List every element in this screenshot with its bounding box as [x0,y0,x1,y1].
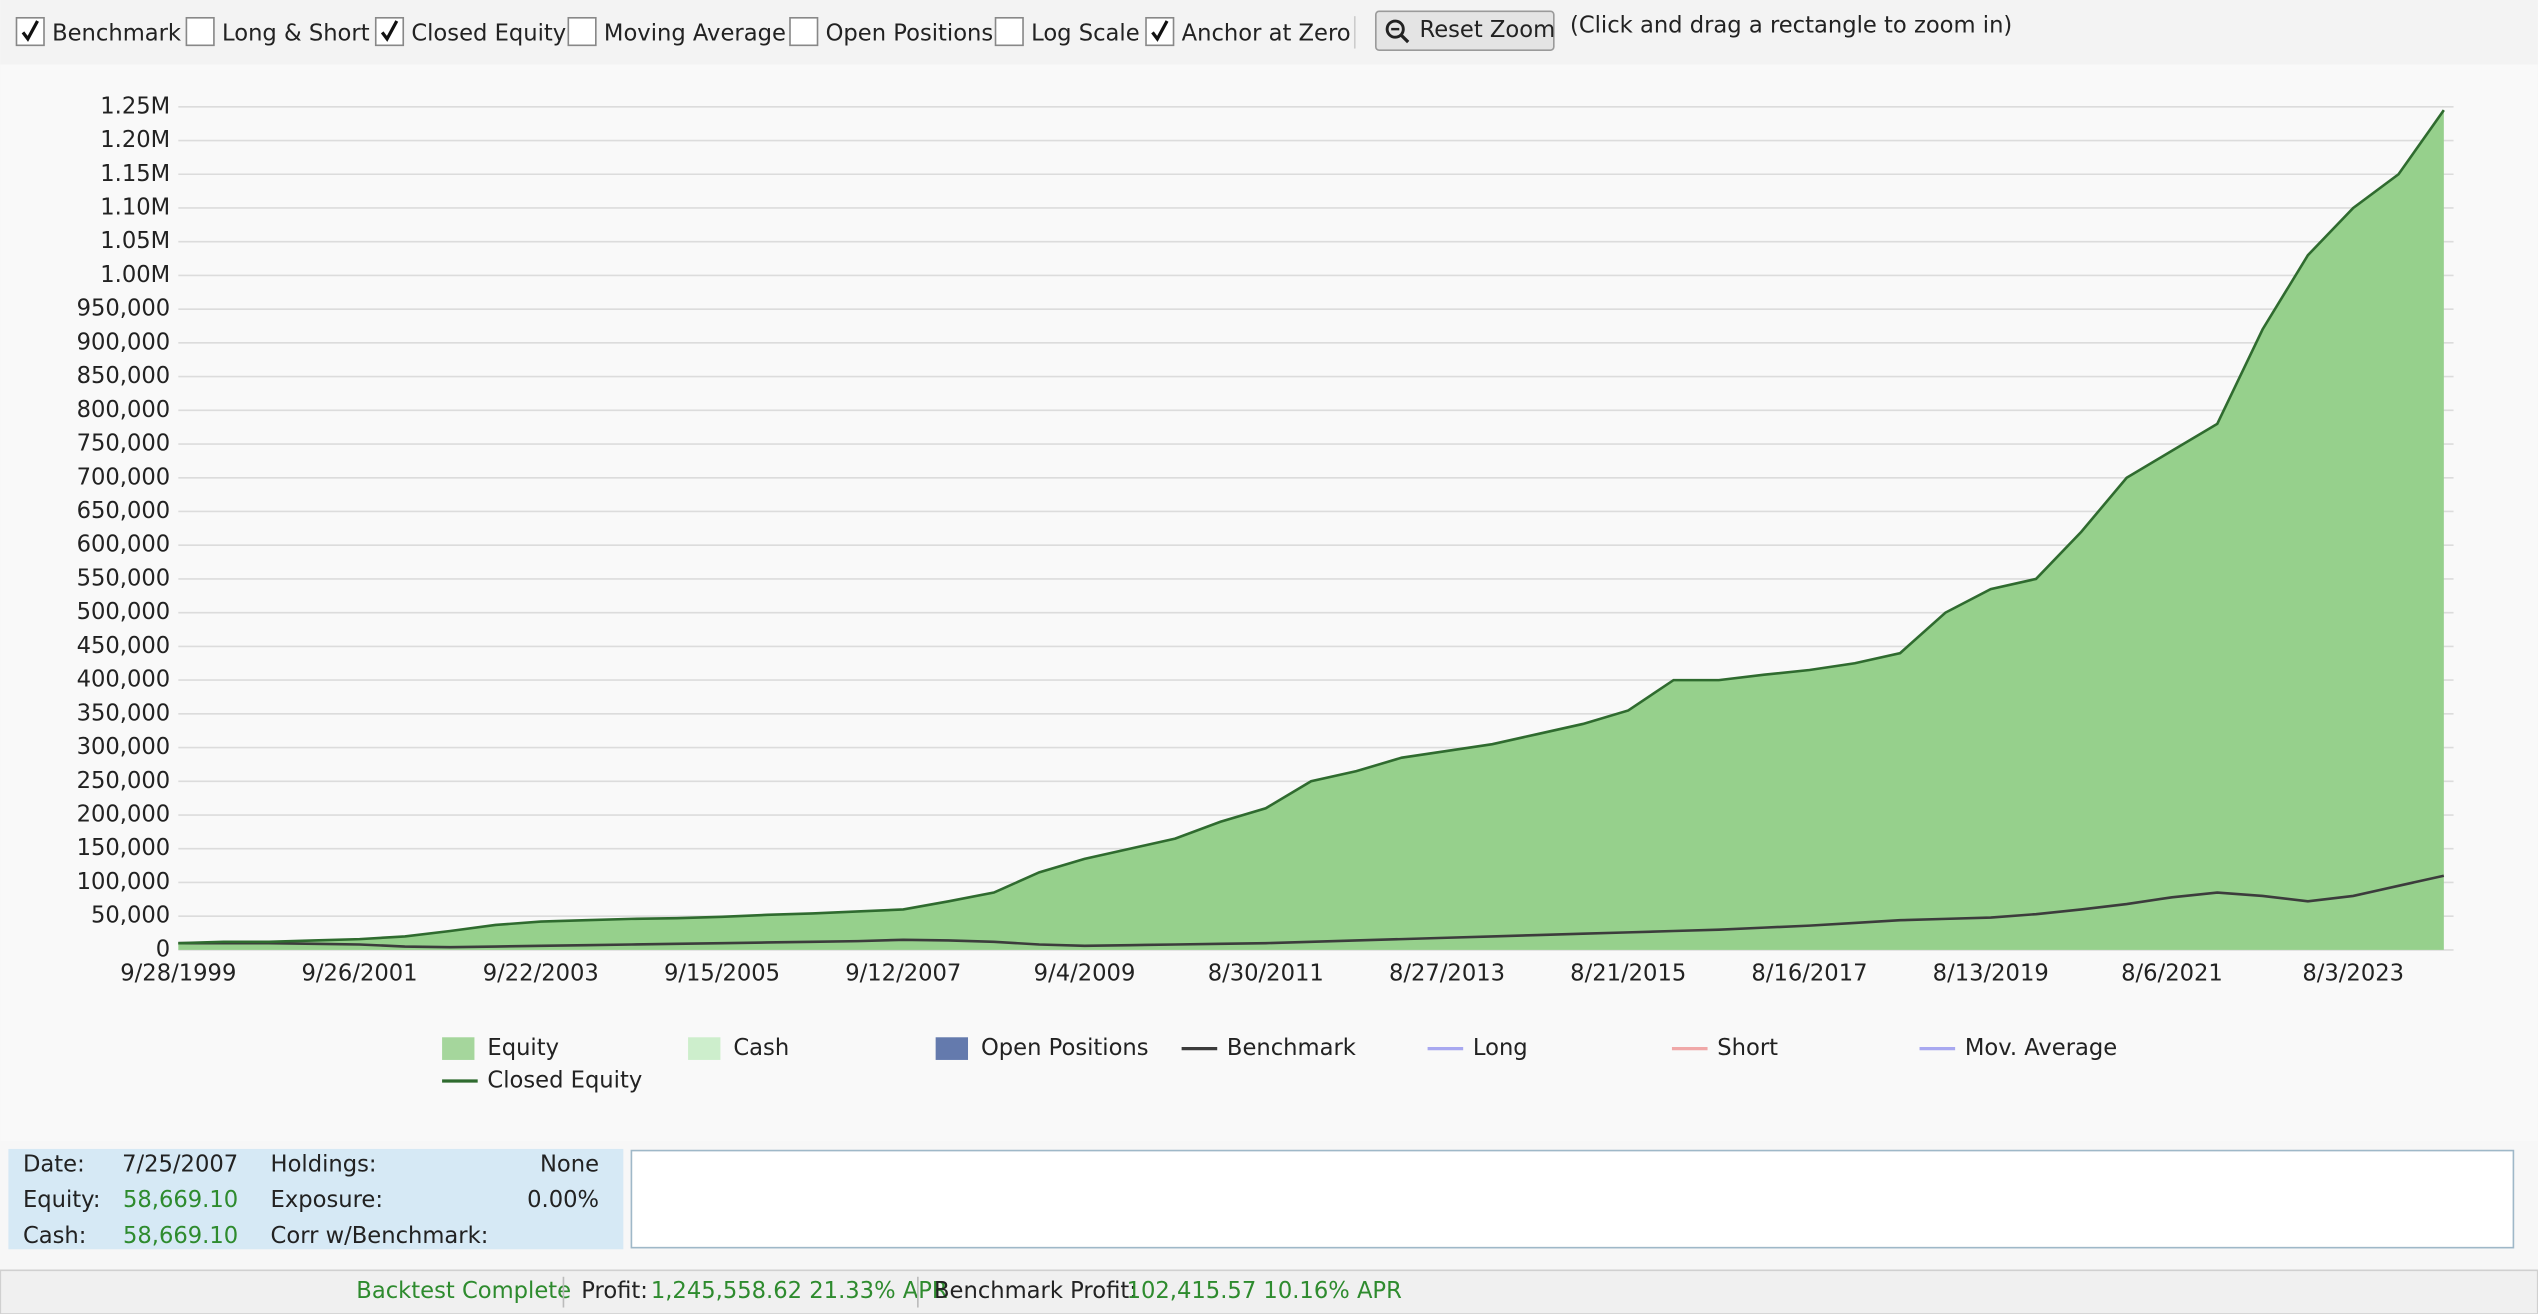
legend-label: Long [1473,1035,1528,1061]
y-tick-label: 100,000 [77,869,171,895]
legend-swatch [688,1037,721,1060]
zoom-icon [1385,19,1405,39]
series-line [178,109,2445,945]
legend-label: Short [1717,1035,1778,1061]
y-tick-label: 500,000 [77,599,171,625]
y-tick-label: 900,000 [77,329,171,355]
reset-zoom-label[interactable]: Reset Zoom [1419,17,1555,43]
checkbox-label[interactable]: Open Positions [826,20,994,46]
checkmark [380,20,399,42]
info-label: Holdings: [271,1152,377,1178]
legend-label: Closed Equity [487,1067,642,1093]
checkmark [21,20,39,42]
info-value: None [540,1152,599,1178]
info-label: Cash: [23,1223,86,1249]
x-tick-label: 8/6/2021 [2121,961,2223,987]
zoom-icon-handle [1400,34,1410,44]
x-tick-label: 9/26/2001 [302,961,418,987]
info-label: Corr w/Benchmark: [271,1223,489,1249]
y-tick-label: 1.00M [100,262,170,288]
profit-value: 1,245,558.62 21.33% APR [651,1278,948,1304]
benchmark-profit-value: 102,415.57 10.16% APR [1127,1278,1402,1304]
y-tick-label: 1.05M [100,228,170,254]
info-value: 0.00% [527,1187,599,1213]
x-tick-label: 8/3/2023 [2302,961,2404,987]
toolbar [0,0,2538,65]
reset-zoom-button[interactable] [1374,10,1555,51]
y-tick-label: 400,000 [77,667,171,693]
checkbox-label[interactable]: Closed Equity [411,20,566,46]
checkbox-label[interactable]: Anchor at Zero [1182,20,1351,46]
y-tick-label: 50,000 [91,903,170,929]
y-tick-label: 1.25M [100,93,170,119]
status-state: Backtest Complete [356,1278,571,1304]
checkbox-label[interactable]: Log Scale [1031,20,1140,46]
x-tick-label: 9/4/2009 [1034,961,1136,987]
checkbox-label[interactable]: Moving Average [604,20,786,46]
info-label: Equity: [23,1187,101,1213]
legend-label: Open Positions [981,1035,1149,1061]
checkbox-label[interactable]: Long & Short [222,20,370,46]
info-label: Date: [23,1152,85,1178]
x-tick-label: 8/13/2019 [1933,961,2049,987]
y-tick-label: 450,000 [77,633,171,659]
info-value: 58,669.10 [123,1223,238,1249]
y-tick-label: 150,000 [77,835,171,861]
x-tick-label: 9/22/2003 [483,961,599,987]
x-tick-label: 8/30/2011 [1208,961,1324,987]
y-tick-label: 650,000 [77,498,171,524]
y-tick-label: 950,000 [77,296,171,322]
info-label: Exposure: [271,1187,383,1213]
legend-swatch [935,1037,969,1060]
x-tick-label: 8/21/2015 [1570,961,1686,987]
y-tick-label: 350,000 [77,700,171,726]
x-tick-label: 9/28/1999 [120,961,236,987]
checkbox[interactable] [994,16,1024,47]
info-value: 58,669.10 [123,1187,238,1213]
info-panel [8,1148,624,1250]
y-tick-label: 800,000 [77,397,171,423]
x-tick-label: 9/15/2005 [664,961,780,987]
checkbox[interactable] [789,16,819,47]
y-tick-label: 1.10M [100,194,170,220]
series-line [178,874,2445,949]
info-value: 7/25/2007 [122,1152,238,1178]
checkmark [1151,20,1169,42]
y-tick-label: 600,000 [77,532,171,558]
x-tick-label: 8/16/2017 [1751,961,1867,987]
zoom-hint: (Click and drag a rectangle to zoom in) [1570,12,2012,38]
y-tick-label: 750,000 [77,431,171,457]
benchmark-profit-label: Benchmark Profit: [934,1278,1137,1304]
legend-label: Mov. Average [1965,1035,2117,1061]
legend-label: Cash [733,1035,789,1061]
equity-area [178,110,2444,950]
x-tick-label: 8/27/2013 [1389,961,1505,987]
y-tick-label: 1.15M [100,161,170,187]
y-tick-label: 300,000 [77,734,171,760]
y-tick-label: 250,000 [77,768,171,794]
detail-box [630,1149,2515,1249]
profit-label: Profit: [581,1278,648,1304]
x-tick-label: 9/12/2007 [845,961,961,987]
checkbox-label[interactable]: Benchmark [52,20,182,46]
status-bar [0,1269,2538,1314]
checkbox[interactable] [185,16,215,47]
legend-label: Equity [487,1035,559,1061]
y-tick-label: 700,000 [77,464,171,490]
y-tick-label: 550,000 [77,565,171,591]
legend-swatch [442,1037,475,1060]
legend-label: Benchmark [1227,1035,1357,1061]
checkbox[interactable] [567,16,597,47]
y-tick-label: 1.20M [100,127,170,153]
y-tick-label: 850,000 [77,363,171,389]
y-tick-label: 200,000 [77,802,171,828]
y-tick-label: 0 [156,936,170,962]
